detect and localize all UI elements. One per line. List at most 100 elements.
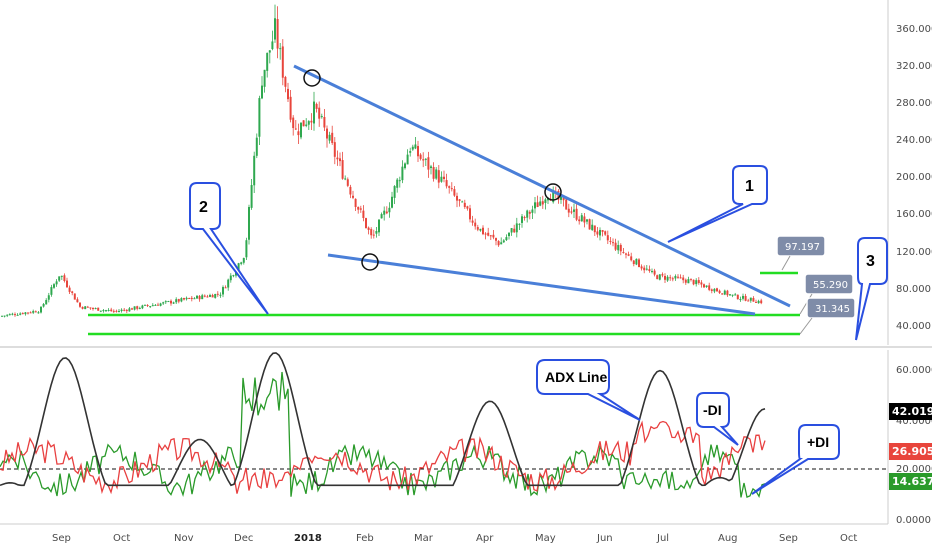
candle-body [669, 277, 672, 279]
candle-body [539, 201, 542, 206]
candle-body [648, 269, 651, 272]
candle-body [747, 300, 750, 302]
candle-body [401, 166, 404, 181]
candle-body [414, 144, 417, 149]
candle-body [502, 240, 505, 243]
candle-body [84, 306, 87, 310]
candle-body [123, 309, 126, 311]
candle-body [547, 198, 549, 201]
candle-body [372, 234, 375, 236]
candle-body [565, 199, 568, 210]
candle-body [162, 302, 165, 304]
x-tick-label: Sep [779, 533, 798, 544]
candle-body [757, 300, 760, 304]
x-tick-label: Jun [596, 533, 613, 544]
candle-body [183, 298, 185, 300]
candle-body [531, 209, 534, 213]
candle-body [352, 195, 354, 198]
callouts: 1 2 3 [189, 165, 888, 341]
lower-trendline [327, 253, 756, 316]
candle-body [570, 211, 573, 213]
candle-body [614, 242, 617, 250]
candle-body [331, 132, 334, 143]
candle-body [734, 294, 737, 296]
candle-body [411, 146, 414, 150]
candle-body [333, 142, 336, 157]
candle-body [619, 244, 622, 252]
candle-body [697, 280, 700, 284]
candle-body [388, 207, 391, 213]
candle-body [154, 304, 157, 306]
candle-body [630, 256, 633, 261]
candle-body [14, 314, 16, 316]
candle-body [92, 308, 94, 310]
price-tick-label: 360.000 [896, 24, 932, 35]
level-tag-97: 97.197 [785, 242, 820, 253]
candle-body [1, 315, 3, 317]
candle-body [721, 293, 724, 295]
candle-body [300, 122, 302, 138]
adx-badges: 42.0197 26.9056 14.6374 [889, 403, 932, 490]
candle-body [8, 314, 11, 316]
candle-body [81, 306, 84, 309]
candle-body [432, 166, 435, 179]
touch-point-circle [303, 69, 321, 87]
candle-body [141, 305, 144, 309]
candle-body [677, 276, 679, 278]
x-tick-label: Oct [113, 533, 130, 544]
candle-body [567, 208, 570, 213]
candle-body [489, 235, 492, 237]
candle-body [68, 287, 71, 292]
candle-body [354, 198, 357, 207]
x-tick-label: Nov [174, 533, 194, 544]
candle-body [274, 18, 276, 40]
level-tag-55: 55.290 [813, 280, 848, 291]
upper-trendline [293, 64, 791, 308]
candle-body [180, 298, 183, 302]
candle-body [53, 284, 55, 288]
candle-body [73, 293, 76, 300]
candle-body [684, 279, 687, 283]
candle-body [526, 210, 529, 218]
x-tick-label: Feb [356, 533, 374, 544]
candle-body [214, 293, 217, 298]
candle-body [276, 18, 279, 49]
candle-body [378, 219, 380, 233]
candle-body [206, 296, 209, 298]
candle-body [115, 310, 118, 312]
candle-body [437, 170, 440, 183]
candle-body [302, 120, 305, 127]
candle-body [227, 279, 230, 288]
adx-tick-label: 0.0000 [896, 515, 931, 526]
candle-body [146, 305, 149, 307]
candle-body [27, 312, 29, 314]
candle-body [365, 218, 367, 229]
candle-body [609, 240, 612, 242]
candle-body [359, 208, 362, 210]
candle-body [617, 245, 620, 251]
x-tick-label: Jul [656, 533, 669, 544]
candle-body [552, 191, 555, 203]
candle-body [248, 207, 250, 240]
candle-body [297, 131, 300, 136]
candle-body [383, 210, 386, 215]
candle-body [484, 233, 487, 235]
level-tag-leader [799, 317, 813, 335]
price-tick-label: 160.000 [896, 209, 932, 220]
candle-body [190, 297, 193, 299]
adx-tick-label: 20.0000 [896, 464, 932, 475]
candle-body [3, 315, 6, 317]
candle-body [313, 101, 315, 124]
candle-body [118, 310, 120, 312]
candle-body [440, 176, 443, 182]
price-tick-label: 40.000 [896, 321, 931, 332]
candle-body [510, 228, 513, 233]
candle-body [612, 242, 614, 244]
candle-body [175, 299, 178, 303]
candle-body [471, 220, 474, 223]
candle-body [700, 282, 703, 285]
candle-body [541, 201, 544, 205]
candle-body [422, 159, 425, 161]
candle-body [625, 253, 627, 255]
x-tick-label: Apr [476, 533, 494, 544]
